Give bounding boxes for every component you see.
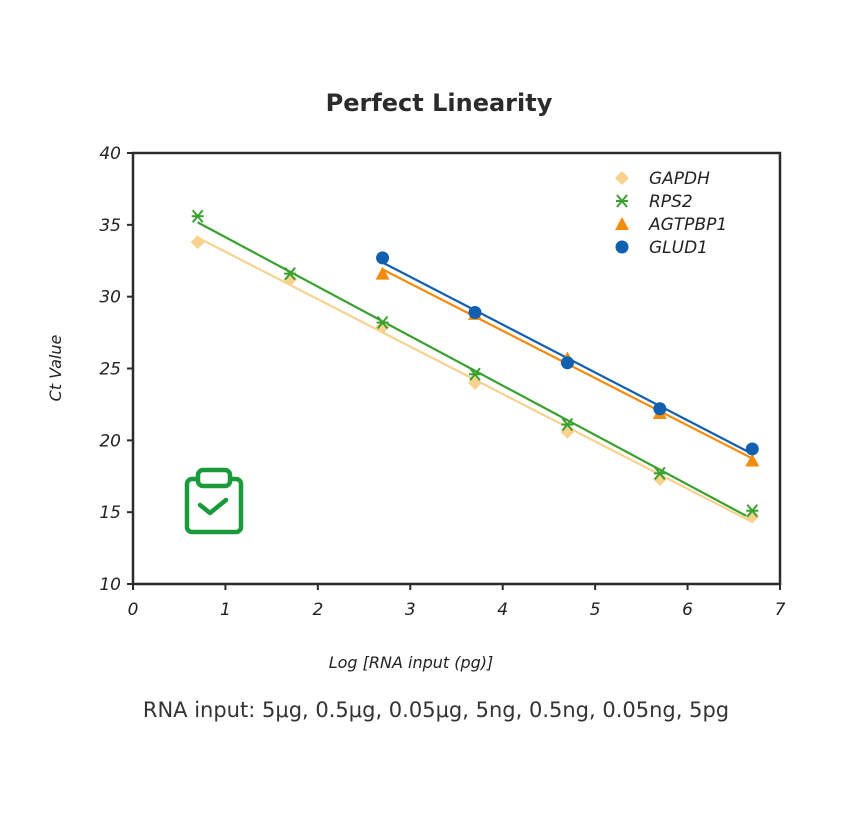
legend-marker-rps2 <box>616 194 628 208</box>
point-gapdh <box>283 272 298 287</box>
x-tick-label: 5 <box>590 600 601 620</box>
clipboard-check-icon <box>184 467 244 535</box>
y-tick-label: 35 <box>99 216 121 236</box>
point-glud1 <box>653 402 667 416</box>
point-glud1 <box>468 305 482 319</box>
point-agtpbp1 <box>375 266 390 280</box>
point-agtpbp1 <box>745 453 760 467</box>
x-tick-label: 3 <box>405 600 416 620</box>
point-glud1 <box>376 251 390 265</box>
legend-label: RPS2 <box>649 192 693 212</box>
x-axis-label: Log [RNA input (pg)] <box>329 653 494 672</box>
point-glud1 <box>560 356 574 370</box>
point-gapdh <box>560 424 575 439</box>
x-tick-label: 4 <box>497 600 508 620</box>
y-axis-label: Ct Value <box>46 335 65 402</box>
y-tick-label: 15 <box>99 503 121 523</box>
plot-frame <box>131 151 782 586</box>
y-tick-label: 10 <box>99 575 121 595</box>
point-rps2 <box>376 315 389 330</box>
x-tick-label: 7 <box>775 600 786 620</box>
y-tick-label: 40 <box>99 144 121 164</box>
point-gapdh <box>190 235 205 250</box>
point-rps2 <box>284 267 297 281</box>
chart-title: Perfect Linearity <box>326 89 553 117</box>
legend-marker-gapdh <box>615 171 629 185</box>
point-rps2 <box>191 209 204 223</box>
y-tick-label: 30 <box>99 288 121 308</box>
x-tick-label: 6 <box>682 600 693 620</box>
y-tick-label: 25 <box>99 360 121 380</box>
rna-input-caption: RNA input: 5μg, 0.5μg, 0.05μg, 5ng, 0.5n… <box>143 698 729 722</box>
x-tick-label: 0 <box>128 600 139 620</box>
point-rps2 <box>561 417 574 432</box>
trendline-rps2 <box>197 221 753 521</box>
legend-label: AGTPBP1 <box>648 215 727 235</box>
point-glud1 <box>745 442 759 456</box>
x-tick-label: 2 <box>312 600 323 620</box>
point-gapdh <box>652 472 667 487</box>
x-tick-label: 1 <box>220 600 231 620</box>
point-rps2 <box>468 367 481 381</box>
point-rps2 <box>653 466 666 481</box>
legend-label: GAPDH <box>649 169 710 189</box>
legend-marker-agtpbp1 <box>615 217 629 230</box>
y-tick-label: 20 <box>99 431 121 451</box>
legend-label: GLUD1 <box>649 238 708 258</box>
point-rps2 <box>746 504 759 518</box>
legend-marker-glud1 <box>615 240 629 254</box>
point-gapdh <box>745 509 760 524</box>
